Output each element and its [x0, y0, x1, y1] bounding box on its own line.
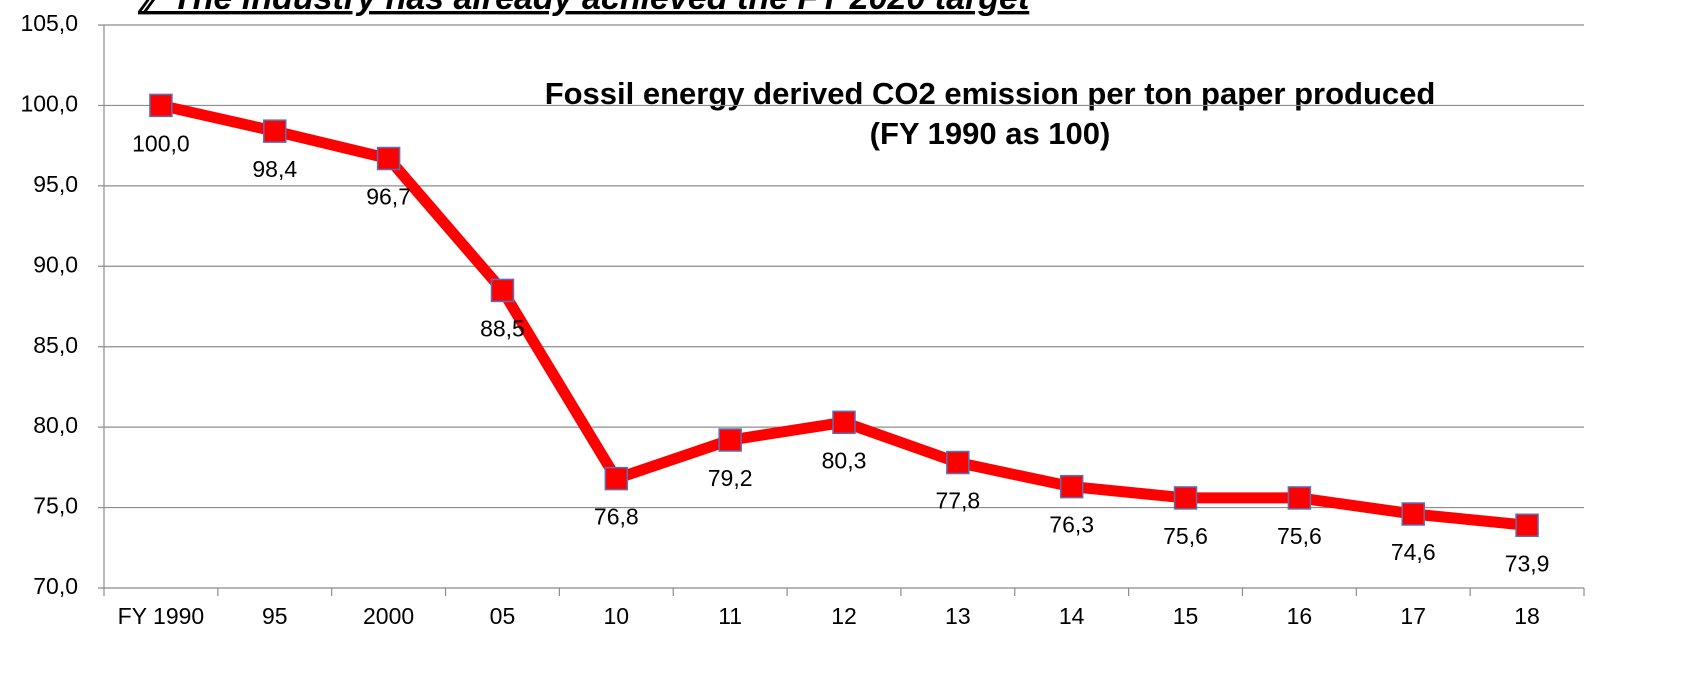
chart-subtitle: (FY 1990 as 100): [870, 116, 1111, 151]
data-label: 76,8: [594, 504, 639, 530]
y-tick-label: 80,0: [33, 412, 78, 438]
marker: [604, 466, 629, 491]
marker: [1401, 502, 1425, 526]
data-label: 75,6: [1163, 523, 1208, 549]
x-tick-label: 18: [1514, 603, 1540, 629]
marker: [149, 93, 173, 118]
x-tick-label: 10: [604, 603, 630, 629]
marker: [718, 428, 742, 452]
data-label: 80,3: [822, 447, 867, 473]
y-tick-label: 100,0: [20, 91, 78, 117]
data-label: 96,7: [366, 184, 411, 210]
data-label: 79,2: [708, 465, 753, 491]
x-tick-label: 11: [718, 603, 742, 629]
data-label: 76,3: [1049, 512, 1094, 538]
heading: 》The industry has already achieved the F…: [137, 0, 1031, 17]
x-tick-label: 14: [1059, 603, 1085, 629]
x-tick-label: 16: [1287, 603, 1313, 629]
data-label: 73,9: [1505, 550, 1550, 576]
marker: [376, 146, 401, 171]
marker: [1515, 513, 1539, 538]
y-tick-label: 70,0: [33, 573, 78, 599]
x-tick-label: 95: [262, 603, 288, 629]
x-tick-label: 05: [490, 603, 516, 629]
y-tick-label: 75,0: [33, 493, 78, 519]
marker: [263, 119, 287, 143]
data-label: 88,5: [480, 315, 525, 341]
data-label: 75,6: [1277, 523, 1322, 549]
marker: [946, 450, 970, 475]
marker: [1287, 486, 1312, 510]
y-tick-label: 85,0: [33, 332, 78, 358]
x-tick-label: 2000: [363, 603, 414, 629]
x-tick-label: 15: [1173, 603, 1199, 629]
data-label: 100,0: [132, 131, 190, 157]
marker: [1059, 474, 1084, 499]
x-tick-label: 12: [831, 603, 857, 629]
data-label: 77,8: [935, 488, 980, 514]
x-tick-label: 17: [1400, 603, 1426, 629]
data-label: 74,6: [1391, 539, 1436, 565]
marker: [490, 278, 515, 303]
x-tick-label: FY 1990: [118, 603, 205, 629]
marker: [832, 410, 856, 435]
x-tick-label: 13: [945, 603, 971, 629]
y-tick-label: 105,0: [20, 10, 78, 36]
marker: [1173, 486, 1198, 510]
y-tick-label: 95,0: [33, 171, 78, 197]
data-label: 98,4: [252, 156, 297, 182]
y-tick-label: 90,0: [33, 251, 78, 277]
